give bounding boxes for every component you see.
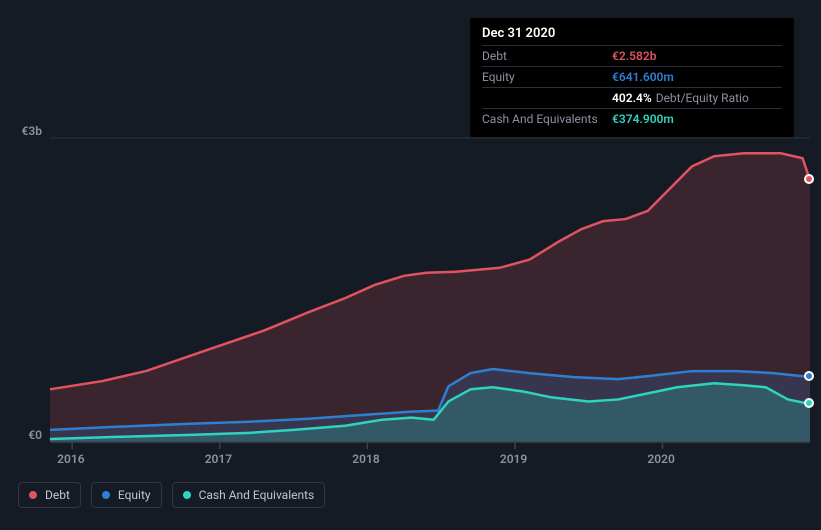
legend-item[interactable]: Cash And Equivalents [172, 482, 326, 508]
legend-item[interactable]: Debt [18, 482, 81, 508]
tooltip-row-value: €374.900m [612, 112, 674, 126]
x-axis-tick-label: 2020 [647, 452, 674, 466]
tooltip-row: Equity€641.600m [482, 66, 782, 87]
tooltip-row: Cash And Equivalents€374.900m [482, 108, 782, 129]
legend-label: Cash And Equivalents [199, 488, 315, 502]
tooltip-row: Debt€2.582b [482, 45, 782, 66]
tooltip-row-suffix: Debt/Equity Ratio [656, 91, 749, 105]
tooltip-row-value: €2.582b [612, 49, 656, 63]
y-axis-tick-label: €0 [0, 428, 42, 442]
x-axis-tick-label: 2017 [205, 452, 232, 466]
tooltip-row-label: Debt [482, 49, 612, 63]
series-end-marker [804, 371, 814, 381]
x-axis-tick-label: 2019 [500, 452, 527, 466]
x-axis-tick-label: 2016 [57, 452, 84, 466]
tooltip-row-label [482, 91, 612, 105]
tooltip-row-value: €641.600m [612, 70, 674, 84]
tooltip-row-value: 402.4%Debt/Equity Ratio [612, 91, 749, 105]
legend: Debt Equity Cash And Equivalents [18, 482, 325, 508]
legend-item[interactable]: Equity [91, 482, 162, 508]
tooltip-date: Dec 31 2020 [482, 26, 782, 45]
x-axis-tick-label: 2018 [352, 452, 379, 466]
series-end-marker [804, 398, 814, 408]
legend-dot-icon [183, 491, 191, 499]
tooltip-row: 402.4%Debt/Equity Ratio [482, 87, 782, 108]
chart-tooltip: Dec 31 2020 Debt€2.582bEquity€641.600m40… [470, 18, 794, 137]
legend-label: Debt [45, 488, 70, 502]
legend-dot-icon [102, 491, 110, 499]
y-axis-tick-label: €3b [0, 124, 42, 138]
tooltip-row-label: Cash And Equivalents [482, 112, 612, 126]
tooltip-row-label: Equity [482, 70, 612, 84]
legend-dot-icon [29, 491, 37, 499]
legend-label: Equity [118, 488, 151, 502]
